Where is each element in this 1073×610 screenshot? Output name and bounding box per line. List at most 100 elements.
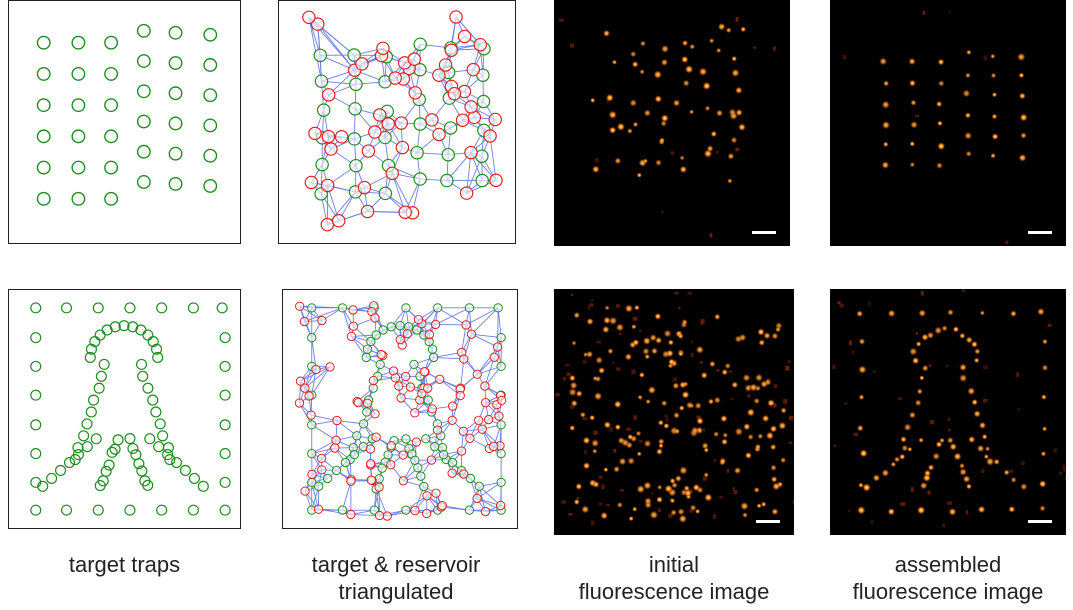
fluorescence-noise	[657, 508, 661, 512]
target-trap-circle	[63, 456, 76, 469]
target-trap-circle	[88, 394, 100, 406]
atom-spot	[910, 99, 917, 106]
target-trap-circle	[168, 146, 183, 161]
target-trap-circle	[36, 35, 51, 50]
target-trap-circle	[168, 116, 183, 131]
fluorescence-noise	[947, 417, 951, 422]
atom-spot	[611, 59, 618, 65]
target-node-circle	[349, 158, 363, 173]
reservoir-node-circle	[300, 383, 310, 393]
target-node-circle	[314, 74, 329, 88]
reservoir-node-circle	[321, 129, 336, 144]
atom-spot	[858, 482, 864, 488]
fluorescence-noise	[664, 414, 668, 418]
atom-spot	[953, 452, 962, 461]
atom-spot	[959, 468, 967, 476]
atom-spot	[908, 79, 917, 87]
target-trap-circle	[124, 432, 136, 445]
atom-spot	[649, 510, 659, 520]
fluorescence-noise	[596, 341, 601, 344]
atom-spot	[660, 44, 670, 54]
atom-spot	[647, 385, 657, 395]
reservoir-node-circle	[466, 62, 481, 77]
atom-spot	[636, 451, 642, 457]
atom-spot	[753, 397, 760, 405]
atom-spot	[594, 375, 602, 383]
reservoir-node-circle	[396, 393, 406, 403]
mesh-edge	[489, 135, 497, 181]
atom-spot	[568, 387, 577, 397]
fluorescence-noise	[1063, 467, 1066, 473]
fluorescence-noise	[730, 397, 734, 401]
atom-spot	[639, 40, 646, 47]
target-trap-circle	[36, 129, 51, 144]
reservoir-node-circle	[423, 383, 433, 393]
reservoir-node-circle	[381, 117, 396, 131]
atom-spot	[1018, 153, 1027, 162]
target-trap-circle	[46, 472, 58, 484]
fluorescence-noise	[1053, 448, 1057, 453]
caption-assembled: assembled fluorescence image	[826, 551, 1070, 605]
atom-spot	[713, 313, 721, 321]
target-node-circle	[307, 303, 317, 313]
target-trap-circle	[30, 504, 42, 516]
fluorescence-noise	[570, 293, 574, 297]
fluorescence-noise	[920, 290, 925, 296]
target-trap-circle	[118, 320, 130, 332]
reservoir-node-circle	[464, 100, 478, 114]
atom-spot	[727, 152, 735, 160]
atom-spot	[725, 27, 732, 34]
atom-spot	[881, 161, 890, 169]
atom-spot	[642, 158, 649, 164]
atom-spot	[707, 398, 715, 405]
target-trap-circle	[124, 504, 136, 516]
reservoir-node-circle	[398, 476, 409, 486]
fluorescence-noise	[947, 428, 951, 432]
target-trap-circle	[81, 418, 93, 430]
atom-spot	[747, 433, 754, 441]
atom-spot	[677, 508, 685, 516]
fluorescence-noise	[983, 365, 988, 370]
atom-spot	[908, 411, 917, 419]
reservoir-node-circle	[370, 313, 380, 323]
atom-spot	[965, 150, 972, 157]
atom-spot	[770, 475, 778, 483]
atom-spot	[985, 457, 995, 466]
reservoir-node-circle	[386, 460, 396, 470]
atom-spot	[614, 423, 622, 431]
reservoir-node-circle	[425, 113, 439, 127]
atom-spot	[632, 121, 639, 128]
atom-spot	[681, 390, 690, 399]
atom-spot	[935, 100, 943, 108]
target-trap-circle	[170, 456, 183, 469]
atom-spot	[990, 72, 997, 79]
reservoir-node-circle	[455, 113, 470, 127]
reservoir-node-circle	[472, 369, 482, 379]
reservoir-node-circle	[480, 506, 491, 517]
target-trap-circle	[156, 504, 168, 516]
mesh-edge	[391, 173, 413, 214]
caption-initial-line1: initial	[648, 552, 700, 577]
target-node-circle	[447, 457, 458, 468]
fluorescence-noise	[1059, 471, 1063, 475]
atom-spot	[771, 508, 779, 516]
reservoir-node-circle	[459, 469, 469, 479]
reservoir-node-circle	[447, 468, 457, 478]
reservoir-node-circle	[320, 217, 335, 232]
target-trap-circle	[104, 35, 119, 50]
fluorescence-noise	[773, 403, 777, 408]
atom-spot	[696, 486, 704, 494]
reservoir-node-circle	[448, 401, 458, 411]
atom-spot	[966, 49, 972, 56]
atom-spot	[636, 484, 646, 494]
atom-spot	[899, 453, 906, 460]
atom-spot	[658, 443, 664, 449]
atom-spot	[657, 438, 665, 445]
fluorescence-noise	[922, 10, 926, 15]
reservoir-node-circle	[346, 509, 356, 520]
atom-spot	[771, 332, 779, 340]
reservoir-node-circle	[422, 491, 432, 501]
atom-spot	[655, 448, 663, 456]
target-trap-circle	[142, 479, 154, 491]
reservoir-node-circle	[472, 493, 482, 504]
